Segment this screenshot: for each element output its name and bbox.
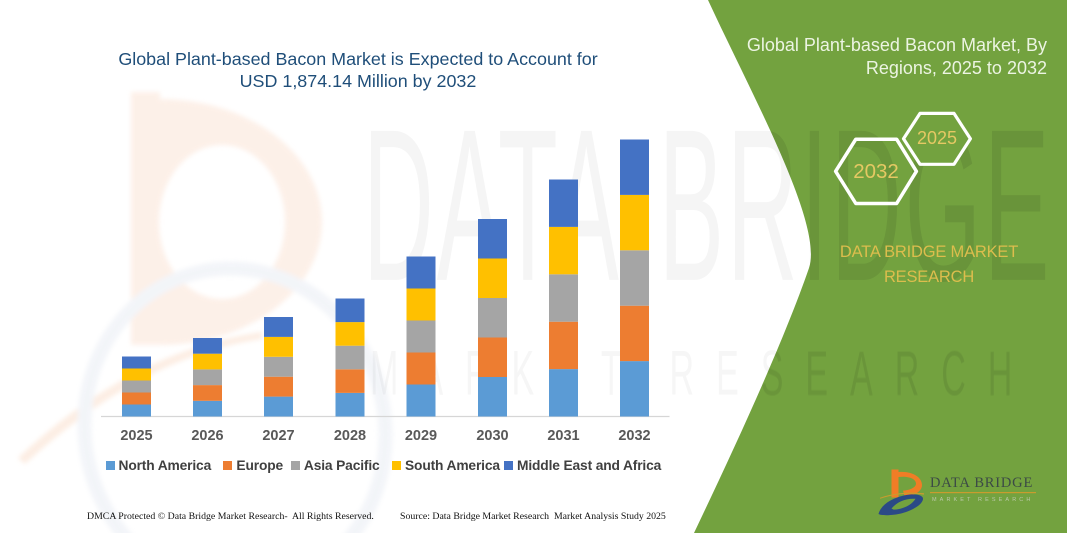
svg-text:MARKET RESEARCH: MARKET RESEARCH [370, 338, 1034, 409]
